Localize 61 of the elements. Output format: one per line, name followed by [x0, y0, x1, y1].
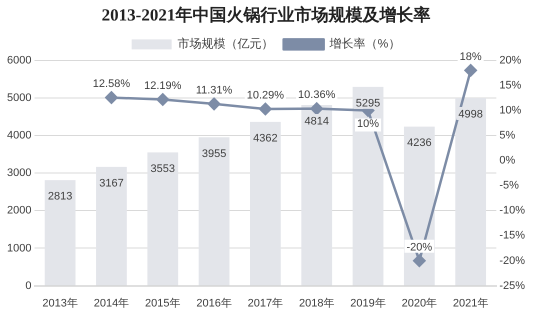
- bar: [147, 152, 178, 286]
- x-tick-label: 2014年: [94, 297, 130, 310]
- y-tick-label: 3000: [6, 167, 32, 180]
- x-tick-label: 2018年: [298, 297, 334, 310]
- bar: [44, 180, 76, 286]
- data-label: 12.19%: [144, 80, 182, 92]
- data-label: 4362: [253, 132, 278, 144]
- y2-tick-label: 5%: [499, 130, 516, 142]
- chart-title: 2013-2021年中国火锅行业市场规模及增长率: [102, 6, 430, 25]
- y2-tick-label: -25%: [499, 280, 526, 292]
- point: [208, 98, 220, 110]
- x-tick-label: 2017年: [248, 297, 284, 310]
- bar: [198, 137, 230, 286]
- point: [413, 254, 426, 268]
- y-tick-label: 6000: [6, 54, 32, 66]
- y2-tick-label: 15%: [499, 79, 522, 92]
- y2-tick-label: 0%: [499, 154, 516, 167]
- data-label: -20%: [406, 241, 432, 254]
- x-tick-label: 2019年: [350, 297, 386, 310]
- y2-tick-label: -15%: [499, 230, 526, 242]
- point: [156, 93, 170, 106]
- point: [259, 102, 272, 116]
- data-label: 10.36%: [298, 89, 336, 102]
- data-label: 4236: [407, 137, 432, 150]
- y-tick-label: 2000: [6, 204, 32, 217]
- data-label: 3167: [99, 177, 124, 190]
- y2-tick-label: 20%: [499, 54, 522, 66]
- x-tick-label: 2013年: [42, 297, 78, 310]
- bar: [352, 86, 384, 286]
- point: [105, 91, 118, 104]
- y-tick-label: 4000: [6, 130, 32, 142]
- legend-label: 增长率（%）: [328, 36, 400, 51]
- data-label: 3955: [202, 148, 226, 160]
- y2-tick-label: -10%: [499, 204, 526, 217]
- bar: [250, 122, 281, 286]
- legend-label: 市场规模（亿元）: [178, 36, 274, 51]
- y-tick-label: 0: [25, 280, 32, 292]
- y2-tick-label: -5%: [499, 180, 520, 192]
- data-label: 5295: [356, 97, 380, 110]
- y2-tick-label: 10%: [499, 104, 522, 117]
- y-tick-label: 1000: [6, 242, 32, 254]
- data-label: 4814: [304, 115, 329, 128]
- data-label: 11.31%: [196, 84, 233, 96]
- data-label: 2813: [48, 190, 72, 203]
- bar: [301, 104, 332, 286]
- data-label: 12.58%: [92, 78, 130, 90]
- data-label: 3553: [150, 162, 176, 175]
- point: [464, 64, 477, 77]
- x-tick-label: 2016年: [196, 297, 232, 310]
- data-label: 18%: [460, 50, 482, 63]
- data-label: 4998: [458, 108, 483, 121]
- point: [310, 102, 323, 115]
- data-label: 10%: [357, 118, 380, 130]
- x-tick-label: 2020年: [402, 297, 438, 310]
- data-label: 10.29%: [246, 90, 284, 102]
- y2-tick-label: -20%: [499, 254, 526, 267]
- y-tick-label: 5000: [6, 92, 32, 104]
- bar: [96, 166, 127, 286]
- bar: [455, 98, 486, 286]
- x-tick-label: 2021年: [452, 297, 488, 310]
- x-tick-label: 2015年: [145, 297, 181, 310]
